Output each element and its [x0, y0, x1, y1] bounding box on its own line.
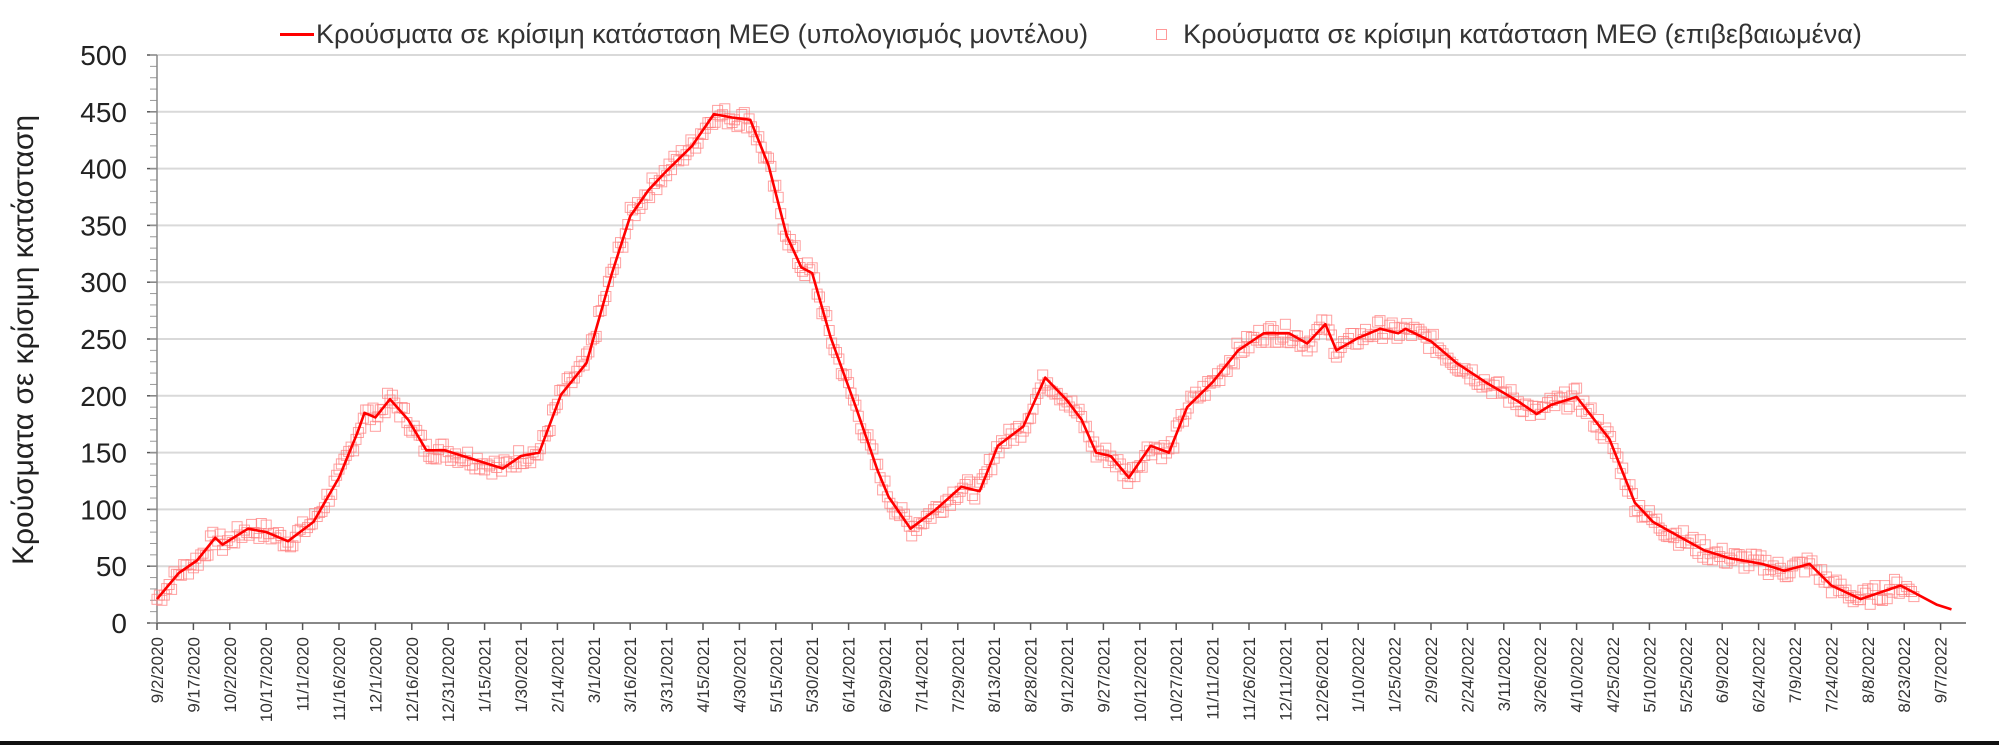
confirmed-markers — [151, 103, 1920, 610]
x-tick-label: 7/24/2022 — [1822, 637, 1841, 713]
x-tick-label: 6/24/2022 — [1750, 637, 1769, 713]
y-axis: 0 50 100 150 200 250 300 350 400 450 500 — [80, 40, 158, 639]
x-tick-label: 10/2/2020 — [221, 637, 240, 713]
x-tick-label: 4/30/2021 — [730, 637, 749, 713]
x-tick-label: 5/15/2021 — [767, 637, 786, 713]
x-tick-label: 10/12/2021 — [1131, 637, 1150, 722]
x-tick-label: 3/16/2021 — [621, 637, 640, 713]
x-tick-label: 12/31/2020 — [439, 637, 458, 722]
x-tick-label: 12/26/2021 — [1313, 637, 1332, 722]
gridlines — [157, 54, 1966, 568]
x-tick-label: 4/10/2022 — [1568, 637, 1587, 713]
x-tick-label: 11/16/2020 — [330, 637, 349, 721]
x-tick-label: 8/28/2021 — [1022, 637, 1041, 713]
x-tick-label: 3/31/2021 — [658, 637, 677, 713]
x-tick-label: 12/11/2021 — [1276, 637, 1295, 721]
y-tick-label: 250 — [80, 324, 127, 355]
y-tick-label: 100 — [80, 494, 127, 525]
legend-label-confirmed: Κρούσματα σε κρίσιμη κατάσταση ΜΕΘ (επιβ… — [1183, 18, 1862, 49]
y-tick-label: 400 — [80, 154, 127, 185]
x-tick-label: 2/14/2021 — [548, 637, 567, 713]
x-tick-label: 5/10/2022 — [1640, 637, 1659, 713]
x-tick-label: 6/29/2021 — [876, 637, 895, 713]
x-tick-label: 12/16/2020 — [403, 637, 422, 722]
x-tick-label: 11/26/2021 — [1240, 637, 1259, 721]
legend-item-model: Κρούσματα σε κρίσιμη κατάσταση ΜΕΘ (υπολ… — [280, 19, 1088, 50]
y-tick-label: 450 — [80, 97, 127, 128]
x-tick-label: 12/1/2020 — [366, 637, 385, 713]
x-tick-label: 8/13/2021 — [985, 637, 1004, 713]
y-tick-label: 0 — [111, 608, 127, 639]
x-tick-label: 11/11/2021 — [1204, 637, 1223, 720]
x-axis: 9/2/2020 9/17/2020 10/2/2020 10/17/2020 11/1… — [148, 622, 1966, 722]
legend-label-model: Κρούσματα σε κρίσιμη κατάσταση ΜΕΘ (υπολ… — [316, 18, 1089, 49]
x-tick-label: 1/25/2022 — [1386, 637, 1405, 713]
x-tick-label: 5/25/2022 — [1677, 637, 1696, 713]
legend-item-confirmed: Κρούσματα σε κρίσιμη κατάσταση ΜΕΘ (επιβ… — [1156, 19, 1862, 50]
x-tick-label: 8/8/2022 — [1859, 637, 1878, 703]
y-tick-label: 50 — [96, 551, 127, 582]
y-tick-label: 500 — [80, 40, 127, 71]
x-tick-label: 4/25/2022 — [1604, 637, 1623, 713]
bottom-border — [0, 741, 1999, 745]
x-tick-label: 10/17/2020 — [257, 637, 276, 722]
x-tick-label: 8/23/2022 — [1895, 637, 1914, 713]
x-tick-label: 10/27/2021 — [1167, 637, 1186, 722]
x-tick-label: 9/12/2021 — [1058, 637, 1077, 713]
chart-legend: Κρούσματα σε κρίσιμη κατάσταση ΜΕΘ (υπολ… — [280, 14, 1930, 54]
x-tick-label: 7/29/2021 — [949, 637, 968, 713]
x-tick-label: 2/24/2022 — [1458, 637, 1477, 713]
x-tick-label: 9/17/2020 — [184, 637, 203, 713]
x-tick-label: 4/15/2021 — [694, 637, 713, 713]
y-tick-label: 150 — [80, 438, 127, 469]
y-tick-label: 200 — [80, 381, 127, 412]
x-tick-label: 1/15/2021 — [476, 637, 495, 713]
x-tick-label: 9/27/2021 — [1094, 637, 1113, 713]
x-tick-label: 11/1/2020 — [294, 637, 313, 711]
x-tick-label: 1/10/2022 — [1349, 637, 1368, 713]
y-tick-label: 350 — [80, 210, 127, 241]
x-tick-label: 9/7/2022 — [1932, 637, 1951, 703]
y-tick-label: 300 — [80, 267, 127, 298]
x-tick-label: 6/14/2021 — [840, 637, 859, 713]
model-line-series — [156, 112, 1952, 611]
x-tick-label: 3/26/2022 — [1531, 637, 1550, 713]
x-tick-label: 6/9/2022 — [1713, 637, 1732, 703]
x-tick-label: 9/2/2020 — [148, 637, 167, 703]
x-tick-label: 7/14/2021 — [912, 637, 931, 713]
x-tick-label: 2/9/2022 — [1422, 637, 1441, 703]
x-tick-label: 3/1/2021 — [585, 637, 604, 703]
x-tick-label: 5/30/2021 — [803, 637, 822, 713]
x-tick-label: 1/30/2021 — [512, 637, 531, 713]
x-tick-label: 3/11/2022 — [1495, 637, 1514, 711]
x-tick-label: 7/9/2022 — [1786, 637, 1805, 703]
legend-line-swatch-icon — [280, 32, 314, 36]
legend-square-marker-icon — [1156, 28, 1168, 40]
